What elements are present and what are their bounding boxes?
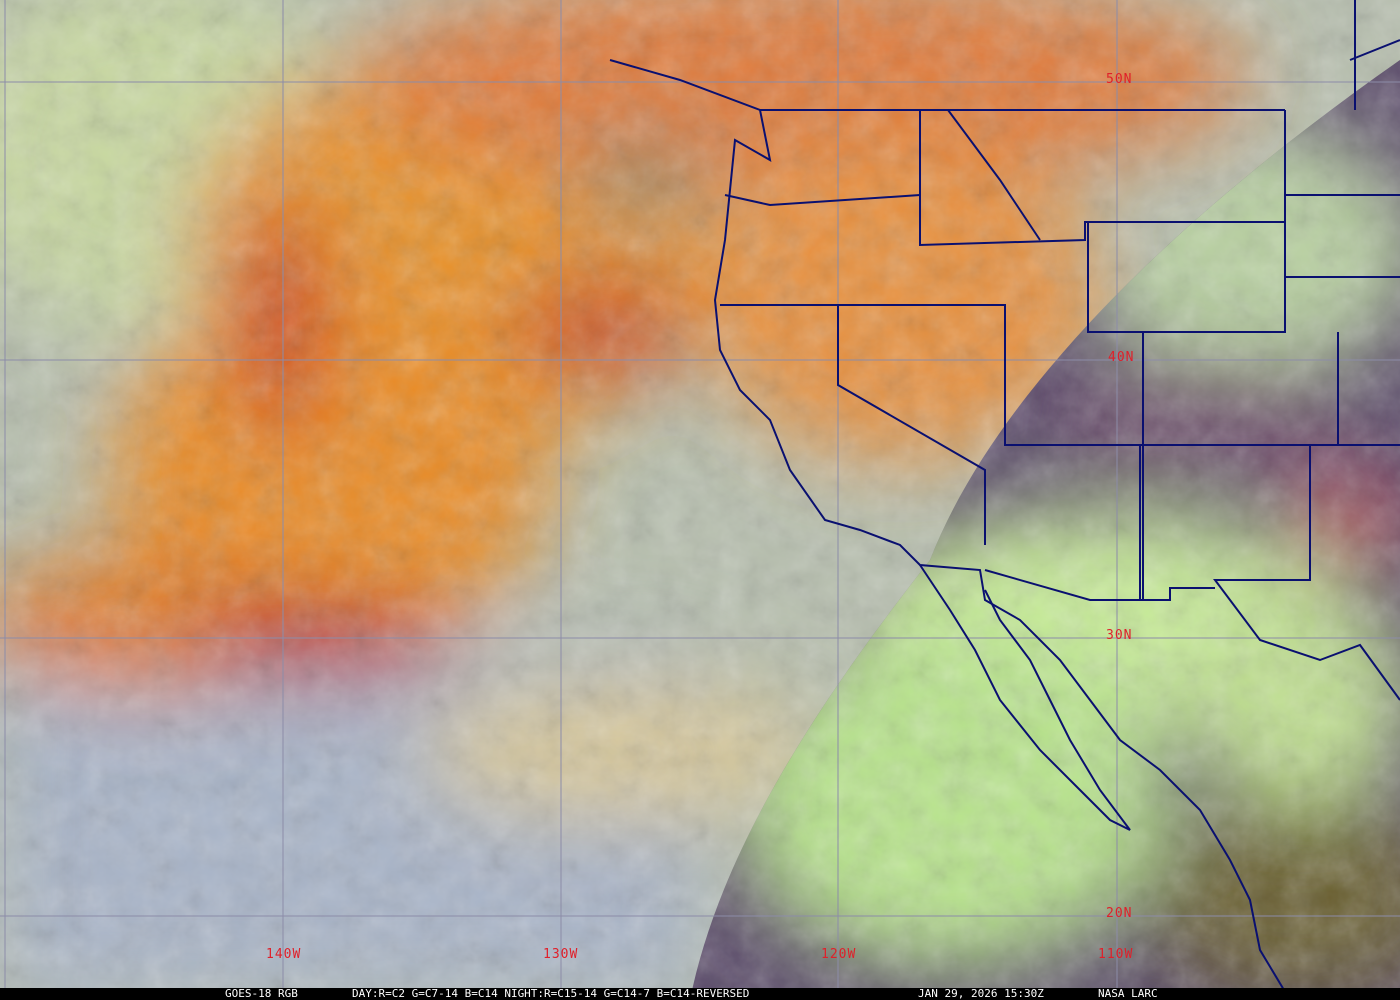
lat-label-50n: 50N: [1106, 72, 1133, 87]
lon-label-140w: 140W: [266, 947, 302, 962]
lat-label-30n: 30N: [1106, 628, 1133, 643]
lat-label-40n: 40N: [1108, 350, 1135, 365]
caption-product: GOES-18 RGB: [225, 987, 298, 1000]
lon-label-110w: 110W: [1098, 947, 1134, 962]
lat-label-20n: 20N: [1106, 906, 1133, 921]
lon-label-130w: 130W: [543, 947, 579, 962]
lon-label-120w: 120W: [821, 947, 857, 962]
caption-recipe: DAY:R=C2 G=C7-14 B=C14 NIGHT:R=C15-14 G=…: [352, 987, 750, 1000]
caption-credit: NASA LARC: [1098, 987, 1158, 1000]
coastlines-and-borders: [609, 0, 1400, 1000]
caption-bar: GOES-18 RGB DAY:R=C2 G=C7-14 B=C14 NIGHT…: [0, 988, 1400, 1000]
caption-timestamp: JAN 29, 2026 15:30Z: [918, 987, 1044, 1000]
